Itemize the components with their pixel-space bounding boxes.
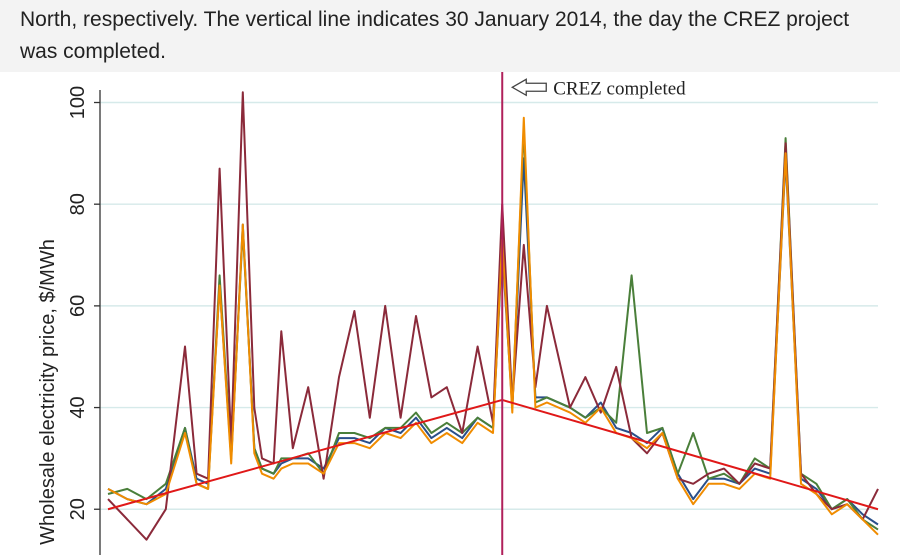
figure-caption: North, respectively. The vertical line i… xyxy=(0,0,900,72)
y-tick-label-100: 100 xyxy=(67,86,89,119)
series-lines xyxy=(107,91,879,541)
gridlines xyxy=(100,101,878,510)
trend-line-before xyxy=(107,398,503,511)
trend-lines xyxy=(107,398,879,511)
series-line-west xyxy=(107,126,879,531)
caption-line-2: was completed. xyxy=(20,40,166,63)
y-axis-label: Wholesale electricity price, $/MWh xyxy=(37,239,59,545)
y-tick-label-20: 20 xyxy=(67,498,89,520)
caption-line-1: North, respectively. The vertical line i… xyxy=(20,8,850,31)
series-line-south xyxy=(107,116,879,536)
left-arrow-icon xyxy=(510,78,547,97)
y-tick-label-80: 80 xyxy=(67,193,89,215)
crez-annotation: CREZ completed xyxy=(510,78,686,99)
y-tick-label-40: 40 xyxy=(67,396,89,418)
price-line-chart: 20 40 60 80 100 CREZ completed Wholesale ele… xyxy=(37,72,879,555)
y-tick-label-60: 60 xyxy=(67,295,89,317)
annotation-label: CREZ completed xyxy=(553,78,686,99)
trend-line-after xyxy=(501,398,879,511)
y-axis-ticks: 20 40 60 80 100 xyxy=(67,86,100,520)
series-line-north xyxy=(107,91,879,541)
